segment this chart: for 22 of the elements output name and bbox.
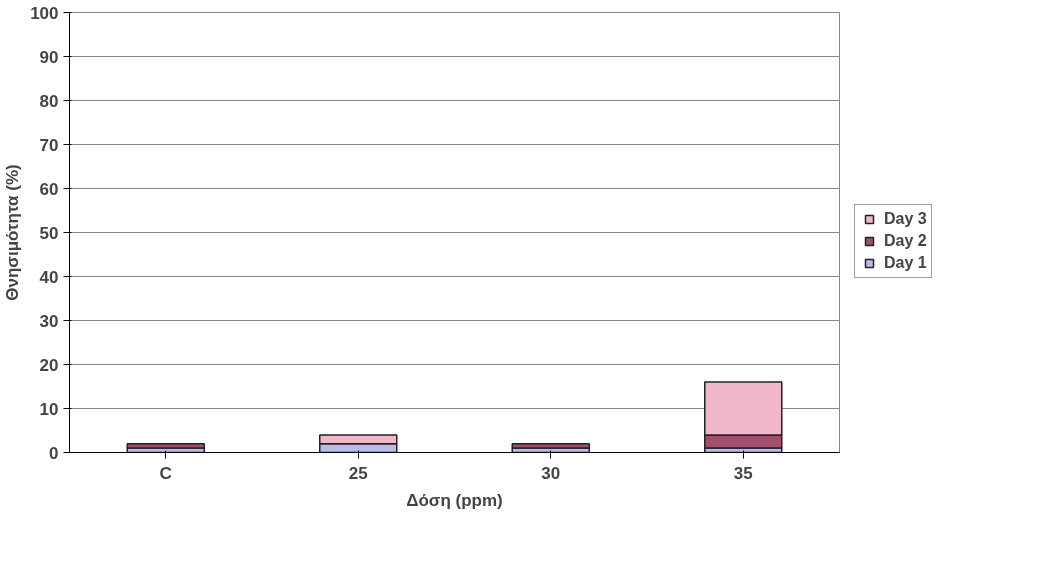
y-tick-label: 30 (39, 311, 59, 331)
y-tick-label: 40 (39, 267, 59, 287)
legend-label: Day 2 (884, 232, 927, 250)
y-tick-label: 20 (39, 355, 59, 375)
y-tick-label: 50 (39, 223, 59, 243)
y-tick-label: 100 (30, 3, 59, 23)
x-axis-title: Δόση (ppm) (406, 490, 503, 510)
y-tick-label: 70 (39, 135, 59, 155)
x-tick-label: C (159, 463, 172, 483)
y-tick-label: 90 (39, 47, 59, 67)
x-tick-label: 30 (541, 463, 561, 483)
y-axis-title: Θνησιμότητα (%) (3, 164, 23, 301)
legend-label: Day 3 (884, 210, 927, 228)
y-tick-label: 10 (39, 399, 59, 419)
bar (511, 442, 590, 449)
y-tick-label: 0 (49, 443, 59, 463)
bar (126, 442, 205, 449)
y-tick-label: 80 (39, 91, 59, 111)
x-tick-label: 35 (733, 463, 753, 483)
y-tick-label: 60 (39, 179, 59, 199)
legend-label: Day 1 (884, 254, 927, 272)
x-tick-label: 25 (348, 463, 368, 483)
